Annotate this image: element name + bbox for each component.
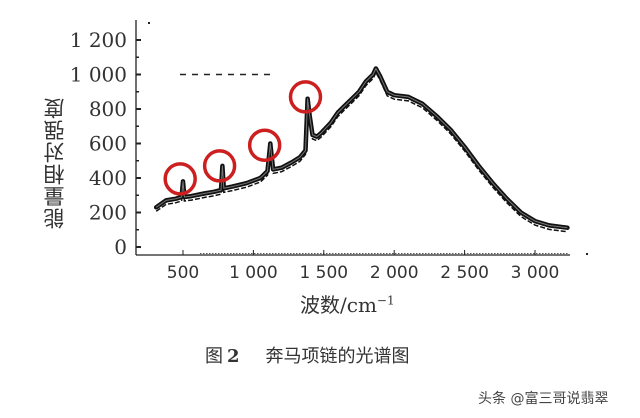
spectrum-line-highlight [155,68,568,229]
peak-circle [163,162,197,196]
y-tick-label: 200 [89,201,127,225]
y-axis-ticks: 0 200 400 600 800 1 000 1 200 [70,28,141,259]
x-tick-label: 3 000 [511,263,560,283]
axes [135,20,588,256]
figure-title: 奔马项链的光谱图 [265,346,410,367]
axis-end-dot [586,253,588,255]
figure-caption: 图 2 奔马项链的光谱图 [205,342,410,368]
peak-circle [202,149,237,183]
peak-circle [247,128,282,162]
y-tick-label: 800 [89,97,127,121]
x-axis-label: 波数/cm−1 [300,289,395,318]
x-axis-ticks: 500 1 000 1 500 2 000 2 500 3 000 [167,250,560,283]
x-tick-label: 1 000 [229,263,278,283]
figure-number: 2 [227,346,240,367]
y-axis-label: 能量相对强度 [43,97,67,229]
spectrum-line-shadow [155,70,568,233]
y-tick-label: 400 [89,166,127,190]
y-tick-label: 1 000 [70,63,127,87]
peak-circle [288,80,323,114]
y-tick-label: 1 200 [70,28,127,52]
peak-circle-annotations [163,80,323,196]
x-tick-label: 2 000 [370,263,419,283]
x-tick-label: 1 500 [299,263,348,283]
x-tick-label: 2 500 [440,263,489,283]
watermark: 头条 @富三哥说翡翠 [478,391,609,407]
x-axis-label-superscript: −1 [376,293,395,308]
x-axis-label-text: 波数/cm [300,293,377,317]
y-tick-label: 0 [114,235,127,259]
figure-label: 图 [205,346,223,367]
spectrum-series [153,66,570,233]
x-tick-label: 500 [167,263,199,283]
axis-corner-dot [148,22,150,24]
y-tick-label: 600 [89,132,127,156]
